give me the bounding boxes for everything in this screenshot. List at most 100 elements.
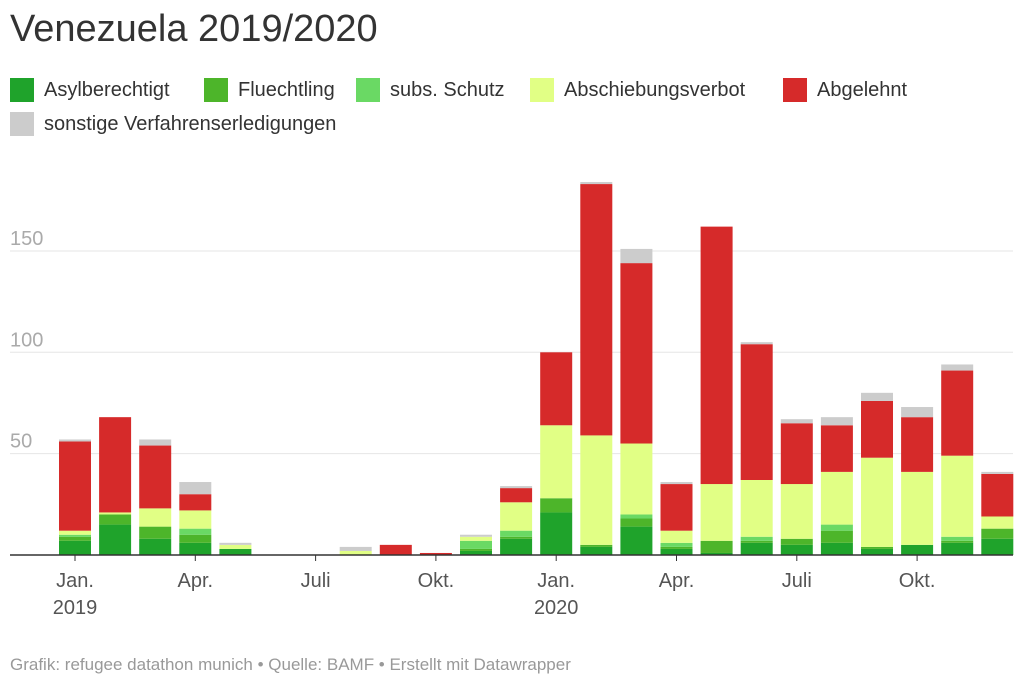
x-tick-label: Jan.: [537, 570, 575, 592]
bar-segment-sonstige-verfahrenserledigungen: [820, 417, 853, 426]
bar-segment-abgelehnt: [780, 423, 813, 485]
bar-segment-abschiebungsverbot: [59, 530, 91, 535]
legend-swatch: [356, 78, 380, 102]
legend-swatch: [783, 78, 807, 102]
bar-segment-subs-schutz: [740, 536, 773, 541]
legend-swatch: [530, 78, 554, 102]
legend-swatch: [204, 78, 228, 102]
bar-segment-fluechtling: [820, 530, 853, 543]
bar-segment-abschiebungsverbot: [660, 530, 693, 543]
bar-segment-sonstige-verfahrenserledigungen: [861, 392, 893, 401]
bar-segment-abgelehnt: [139, 445, 172, 509]
bar-segment-abgelehnt: [620, 263, 653, 444]
bar-segment-abschiebungsverbot: [780, 484, 813, 539]
x-tick-label: Jan.: [56, 570, 94, 592]
bar-segment-fluechtling: [139, 526, 172, 539]
legend-item-subs-schutz: subs. Schutz: [356, 78, 505, 102]
bar-segment-abgelehnt: [740, 344, 773, 480]
legend-label: Abgelehnt: [817, 78, 908, 101]
bar-segment-asylberechtigt: [580, 546, 613, 555]
bar-segment-fluechtling: [500, 536, 533, 539]
bar-segment-abschiebungsverbot: [460, 536, 492, 541]
footer-credits: Grafik: refugee datathon munich • Quelle…: [10, 655, 571, 674]
bar-segment-asylberechtigt: [660, 548, 693, 555]
bar-segment-abgelehnt: [179, 494, 212, 511]
bar-segment-fluechtling: [99, 514, 132, 525]
legend-item-abgelehnt: Abgelehnt: [783, 78, 907, 102]
bar-segment-abschiebungsverbot: [500, 502, 533, 531]
bar-segment-sonstige-verfahrenserledigungen: [780, 419, 813, 424]
bar-segment-fluechtling: [620, 518, 653, 527]
legend-label: subs. Schutz: [390, 78, 505, 101]
bar-segment-abschiebungsverbot: [99, 512, 132, 515]
bar-chart: 50 100 150 Jan. 2019 Apr. Juli Okt. Jan. 2020 Apr.…: [10, 182, 1014, 619]
bar-segment-abschiebungsverbot: [861, 457, 893, 547]
bar-segment-fluechtling: [861, 546, 893, 549]
bar-segment-asylberechtigt: [460, 550, 492, 555]
bar-segment-sonstige-verfahrenserledigungen: [179, 482, 212, 495]
x-tick-label: Juli: [782, 570, 812, 592]
bar-segment-abgelehnt: [901, 417, 934, 472]
bar-segment-asylberechtigt: [219, 548, 252, 555]
bar-segment-abgelehnt: [379, 544, 412, 555]
bar-segment-abschiebungsverbot: [981, 516, 1014, 529]
bar-segment-abgelehnt: [580, 184, 613, 436]
bar-segment-fluechtling: [700, 540, 733, 553]
legend-item-asylberechtigt: Asylberechtigt: [10, 78, 170, 102]
y-tick-label: 50: [10, 431, 32, 453]
legend-item-abschiebungsverbot: Abschiebungsverbot: [530, 78, 745, 102]
bar-segment-sonstige-verfahrenserledigungen: [339, 546, 372, 551]
bar-segment-abschiebungsverbot: [620, 443, 653, 515]
bar-segment-sonstige-verfahrenserledigungen: [981, 471, 1014, 474]
bar-segment-abgelehnt: [941, 370, 974, 456]
bar-segment-subs-schutz: [660, 542, 693, 547]
x-tick-label: Okt.: [899, 570, 936, 592]
bar-segment-abschiebungsverbot: [941, 455, 974, 537]
legend-swatch: [10, 112, 34, 136]
y-tick-label: 150: [10, 228, 43, 250]
bar-segment-asylberechtigt: [179, 542, 212, 555]
bar-segment-fluechtling: [941, 540, 974, 543]
bar-segment-fluechtling: [540, 498, 573, 513]
bar-segment-abschiebungsverbot: [540, 425, 573, 499]
legend-swatch: [10, 78, 34, 102]
bar-segment-abgelehnt: [500, 488, 533, 503]
bar-segment-sonstige-verfahrenserledigungen: [580, 182, 613, 185]
bar-segment-sonstige-verfahrenserledigungen: [500, 486, 533, 489]
bar-segment-abgelehnt: [99, 417, 132, 513]
bar-segment-asylberechtigt: [500, 538, 533, 555]
bar-segment-fluechtling: [740, 540, 773, 543]
bar-segment-asylberechtigt: [740, 542, 773, 555]
bar-segment-asylberechtigt: [780, 544, 813, 555]
legend-label: sonstige Verfahrenserledigungen: [44, 112, 337, 135]
bar-segment-abschiebungsverbot: [580, 435, 613, 545]
bar-segment-fluechtling: [460, 548, 492, 551]
bar-segment-abschiebungsverbot: [139, 508, 172, 527]
bar-segment-fluechtling: [660, 546, 693, 549]
bar-segment-asylberechtigt: [540, 512, 573, 555]
bar-segment-abschiebungsverbot: [179, 510, 212, 529]
bar-segment-fluechtling: [580, 544, 613, 547]
bar-segment-asylberechtigt: [620, 526, 653, 555]
bar-segment-sonstige-verfahrenserledigungen: [740, 342, 773, 345]
x-tick-label: Okt.: [418, 570, 455, 592]
bar-segment-fluechtling: [780, 538, 813, 545]
x-tick-label: Apr.: [178, 570, 214, 592]
x-tick-label: Juli: [301, 570, 331, 592]
bar-segment-fluechtling: [179, 534, 212, 543]
bar-segment-abgelehnt: [861, 400, 893, 458]
bar-segment-abschiebungsverbot: [901, 471, 934, 545]
legend-label: Asylberechtigt: [44, 78, 170, 101]
bar-segment-abgelehnt: [820, 425, 853, 472]
bar-segment-abgelehnt: [59, 441, 91, 531]
bar-segment-sonstige-verfahrenserledigungen: [941, 364, 974, 371]
bar-segment-sonstige-verfahrenserledigungen: [620, 248, 653, 264]
bar-segment-asylberechtigt: [139, 538, 172, 555]
bar-segment-sonstige-verfahrenserledigungen: [460, 534, 492, 537]
bar-segment-abgelehnt: [981, 473, 1014, 517]
bar-segment-subs-schutz: [460, 540, 492, 549]
bar-segment-fluechtling: [981, 528, 1014, 539]
bar-segment-subs-schutz: [500, 530, 533, 537]
x-tick-year-label: 2019: [53, 597, 98, 619]
bar-segment-sonstige-verfahrenserledigungen: [901, 407, 934, 418]
